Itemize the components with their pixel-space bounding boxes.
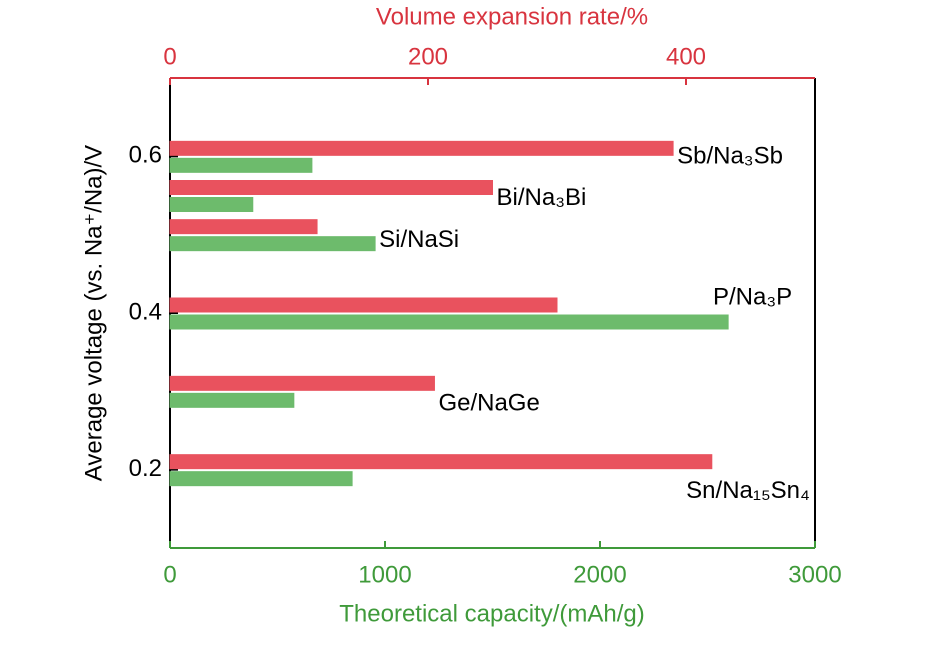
capacity-bar [169,197,254,212]
x-tick-label: 1000 [358,561,411,588]
y-tick-label: 0.4 [129,298,162,325]
material-label: Sn/Na₁₅Sn₄ [686,477,810,504]
expansion-bar [169,375,435,391]
material-label: Ge/NaGe [438,390,539,417]
top-axis-title: Volume expansion rate/% [376,3,648,30]
y-axis-title: Average voltage (vs. Na⁺/Na)/V [80,145,107,481]
material-label: Si/NaSi [379,226,459,253]
expansion-bar [169,219,318,235]
y-tick-label: 0.2 [129,455,162,482]
y-tick-label: 0.6 [129,142,162,169]
capacity-bar [169,236,376,252]
x-tick-label: 3000 [788,561,841,588]
expansion-bar [169,454,713,470]
x2-tick-label: 0 [163,43,176,70]
capacity-bar [169,392,295,408]
capacity-bar [169,157,313,173]
x2-tick-label: 200 [408,43,448,70]
x-tick-label: 2000 [573,561,626,588]
material-label: Sb/Na₃Sb [677,143,783,170]
x2-tick-label: 400 [666,43,706,70]
capacity-bar [169,314,729,330]
expansion-bar [169,140,674,156]
expansion-bar [169,297,558,313]
expansion-bar [169,180,493,195]
material-label: Bi/Na₃Bi [497,184,587,211]
capacity-bar [169,471,353,487]
x-tick-label: 0 [163,561,176,588]
bottom-axis-title: Theoretical capacity/(mAh/g) [339,600,644,627]
material-label: P/Na₃P [713,283,792,310]
